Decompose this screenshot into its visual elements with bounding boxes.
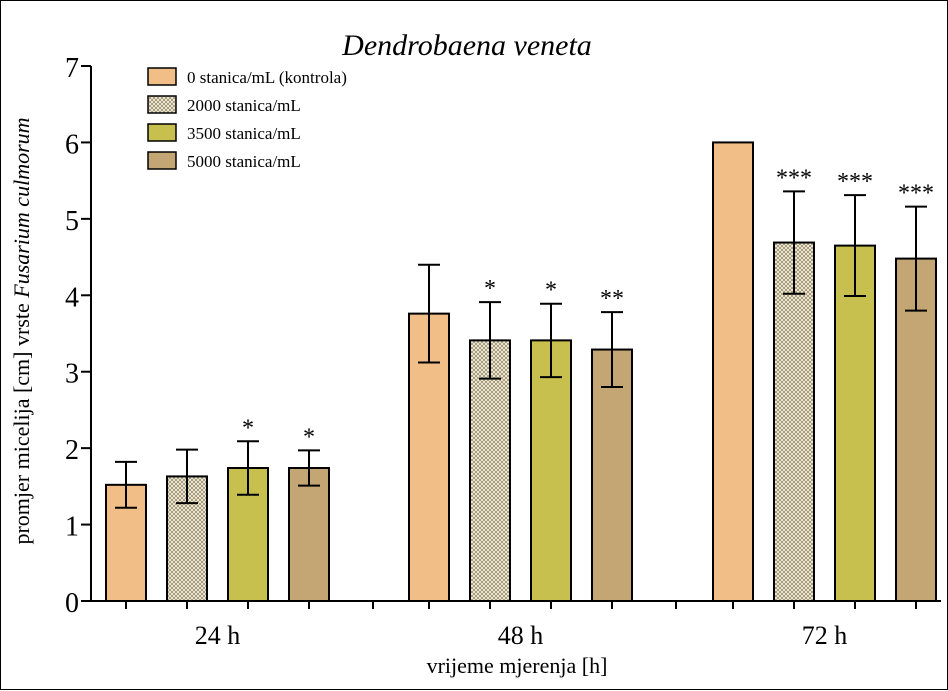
bar-series-4-group-3 (895, 257, 937, 602)
y-tick-label-0: 0 (65, 588, 79, 619)
y-axis-label-species: Fusarium culmorum (9, 117, 34, 298)
x-tick-label-1: 24 h (195, 621, 241, 650)
y-axis: 0 1 2 3 4 5 6 7 (65, 53, 92, 619)
x-tick-label-2: 48 h (498, 621, 544, 650)
bar-series-3-group-3 (834, 244, 876, 602)
legend-label-3: 3500 stanica/mL (187, 124, 301, 143)
y-tick-label-6: 6 (65, 129, 79, 160)
significance-label-series-3-group-3: *** (837, 169, 873, 195)
bar-series-2-group-2 (469, 339, 511, 602)
y-axis-label-prefix: promjer micelija [cm] vrste (9, 298, 34, 545)
significance-label-series-4-group-1: * (303, 424, 315, 450)
y-tick-label-5: 5 (65, 206, 79, 237)
y-tick-label-4: 4 (65, 282, 79, 313)
significance-label-series-3-group-2: * (545, 278, 557, 304)
bars-group: *************** (105, 141, 937, 603)
legend-swatch-2 (147, 95, 177, 114)
y-tick-label-2: 2 (65, 435, 79, 466)
legend-label-2: 2000 stanica/mL (187, 96, 301, 115)
y-tick-label-3: 3 (65, 359, 79, 390)
x-tick-label-3: 72 h (802, 621, 848, 650)
significance-label-series-2-group-2: * (484, 276, 496, 302)
legend-swatch-3 (147, 123, 177, 142)
bar-series-3-group-2 (530, 339, 572, 602)
significance-label-series-3-group-1: * (242, 415, 254, 441)
significance-label-series-2-group-3: *** (776, 165, 812, 191)
y-axis-label: promjer micelija [cm] vrste Fusarium cul… (9, 117, 34, 544)
significance-label-series-4-group-2: ** (600, 286, 624, 312)
legend-swatch-4 (147, 151, 177, 170)
bar-series-4-group-1 (288, 467, 330, 602)
bar-series-4-group-2 (591, 348, 633, 602)
legend: 0 stanica/mL (kontrola) 2000 stanica/mL 35… (147, 67, 347, 171)
y-tick-label-7: 7 (65, 53, 79, 84)
x-axis: 24 h 48 h 72 h (91, 600, 941, 650)
legend-swatch-1 (147, 67, 177, 86)
chart-title: Dendrobaena veneta (341, 29, 592, 62)
x-axis-label: vrijeme mjerenja [h] (427, 653, 608, 678)
legend-label-1: 0 stanica/mL (kontrola) (187, 68, 347, 87)
significance-label-series-4-group-3: *** (898, 181, 934, 207)
legend-label-4: 5000 stanica/mL (187, 152, 301, 171)
bar-series-2-group-3 (773, 241, 815, 603)
bar-series-1-group-3 (712, 141, 754, 603)
y-tick-label-1: 1 (65, 512, 79, 543)
